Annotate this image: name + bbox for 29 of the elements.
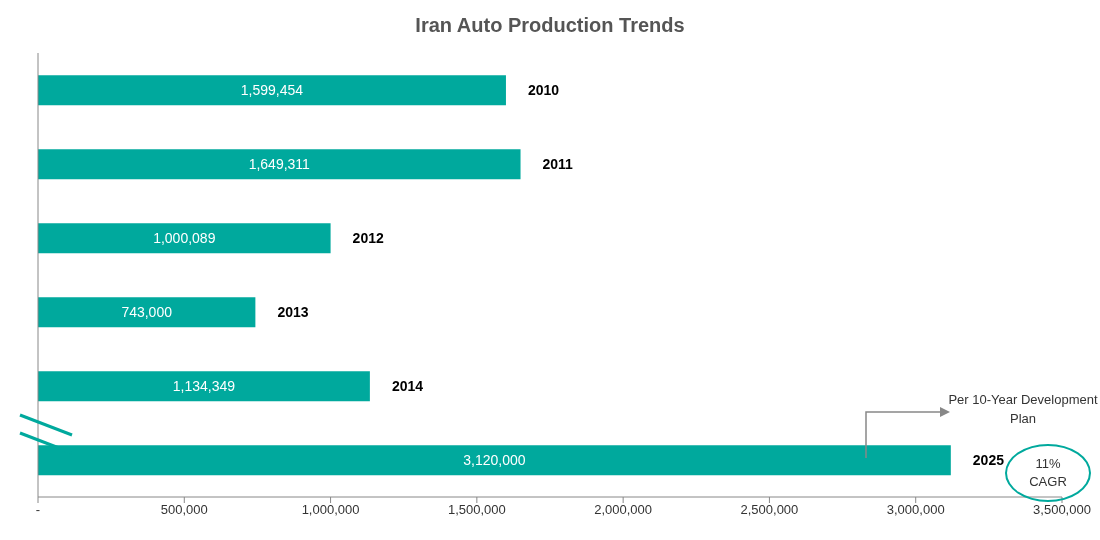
bar [38,445,951,476]
bar [38,149,521,180]
y-tick-label: 2014 [391,378,424,395]
bar [38,297,256,328]
y-tick-label: 2012 [352,230,384,247]
x-tick-label: 3,500,000 [1033,502,1091,518]
data-label: 1,599,454 [240,82,304,99]
y-tick-label: 2013 [277,304,309,321]
data-label: 3,120,000 [463,452,526,469]
x-tick-label: 2,000,000 [594,502,653,518]
data-label: 1,000,089 [153,230,216,247]
bar [38,223,331,254]
x-tick-label: 3,000,000 [886,502,945,518]
annotation: Per 10-Year Development Plan [948,391,1098,428]
y-tick-label: 2025 [972,452,1005,469]
x-tick-label: - [35,502,41,518]
x-tick-label: 500,000 [160,502,208,518]
data-label: 1,649,311 [248,156,311,173]
bar [38,75,506,106]
x-tick-label: 1,500,000 [447,502,506,518]
chart-title: Iran Auto Production Trends [414,14,686,37]
bar [38,371,370,402]
x-tick-label: 1,000,000 [301,502,360,518]
x-tick-label: 2,500,000 [740,502,799,518]
y-tick-label: 2010 [527,82,560,99]
data-label: 1,134,349 [172,378,236,395]
annotation: 11% CAGR [1028,455,1068,491]
data-label: 743,000 [121,304,173,321]
y-tick-label: 2011 [542,156,574,173]
